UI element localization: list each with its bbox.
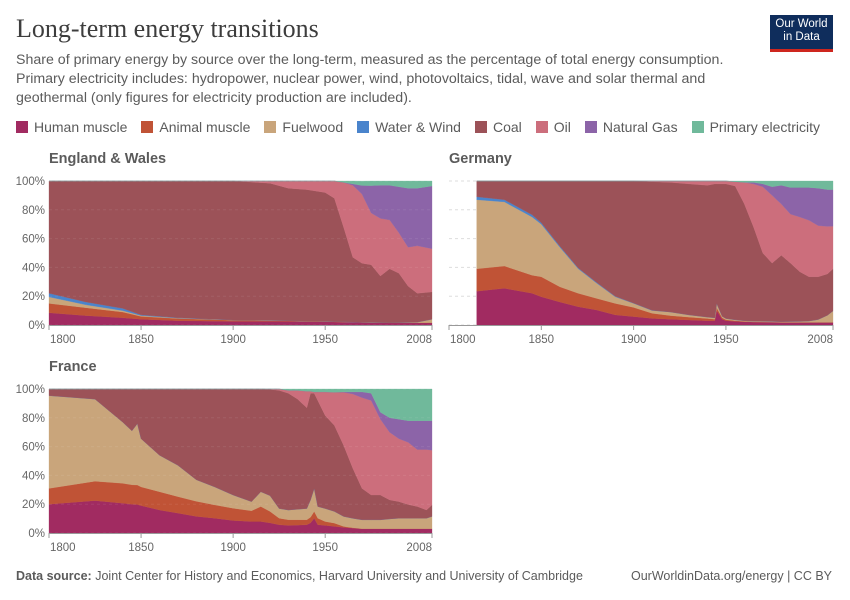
x-tick-label: 1850: [529, 334, 555, 346]
owid-logo[interactable]: Our World in Data: [770, 15, 833, 52]
y-tick-label: 40%: [22, 262, 45, 274]
legend-label: Fuelwood: [282, 119, 344, 135]
chart-title: Long-term energy transitions: [16, 14, 319, 43]
x-tick-label: 1800: [50, 334, 76, 346]
y-tick-label: 20%: [22, 291, 45, 303]
x-tick-label: 1950: [312, 334, 338, 346]
legend-item-oil[interactable]: Oil: [535, 119, 571, 135]
y-tick-label: 20%: [22, 499, 45, 511]
legend-swatch: [535, 121, 548, 133]
area-germany-primary-electricity: [476, 180, 834, 190]
legend-swatch: [474, 121, 487, 133]
legend-item-fuelwood[interactable]: Fuelwood: [264, 119, 343, 135]
panel-title-england-wales: England & Wales: [49, 151, 167, 167]
credit-link[interactable]: OurWorldinData.org/energy | CC BY: [630, 569, 832, 583]
y-tick-label: 0%: [28, 320, 45, 332]
x-tick-label: 1950: [312, 542, 338, 554]
x-tick-label: 1900: [220, 334, 246, 346]
legend-label: Human muscle: [34, 119, 128, 135]
x-tick-label: 2008: [406, 542, 432, 554]
x-tick-label: 1850: [128, 334, 154, 346]
legend-label: Primary electricity: [709, 119, 821, 135]
x-tick-label: 1800: [50, 542, 76, 554]
x-tick-label: 1950: [713, 334, 739, 346]
legend-swatch: [584, 121, 597, 133]
y-tick-label: 40%: [22, 470, 45, 482]
x-tick-label: 1900: [220, 542, 246, 554]
legend-item-primary-electricity[interactable]: Primary electricity: [691, 119, 821, 135]
legend-label: Coal: [492, 119, 522, 135]
legend: Human muscle Animal muscle Fuelwood Wate…: [16, 119, 834, 135]
y-tick-label: 60%: [22, 442, 45, 454]
legend-swatch: [141, 121, 154, 133]
source-label: Data source:: [16, 569, 92, 583]
chart-subtitle: Share of primary energy by source over t…: [16, 52, 724, 106]
legend-label: Water & Wind: [375, 119, 461, 135]
y-tick-label: 80%: [22, 205, 45, 217]
y-tick-label: 100%: [16, 176, 45, 188]
legend-label: Animal muscle: [159, 119, 251, 135]
panel-title-france: France: [49, 359, 97, 375]
legend-label: Oil: [553, 119, 571, 135]
legend-item-human-muscle[interactable]: Human muscle: [16, 119, 127, 135]
legend-item-animal-muscle[interactable]: Animal muscle: [141, 119, 250, 135]
source-text: Joint Center for History and Economics, …: [95, 569, 583, 583]
legend-item-water-wind[interactable]: Water & Wind: [357, 119, 461, 135]
legend-item-coal[interactable]: Coal: [474, 119, 522, 135]
x-tick-label: 2008: [406, 334, 432, 346]
legend-label: Natural Gas: [602, 119, 678, 135]
x-tick-label: 1900: [621, 334, 647, 346]
y-tick-label: 60%: [22, 234, 45, 246]
legend-swatch: [691, 121, 704, 133]
panel-title-germany: Germany: [449, 151, 512, 167]
x-tick-label: 1850: [128, 542, 154, 554]
x-tick-label: 2008: [807, 334, 833, 346]
area-england-wales-primary-electricity: [49, 180, 433, 189]
legend-item-natural-gas[interactable]: Natural Gas: [584, 119, 678, 135]
legend-swatch: [16, 121, 28, 133]
y-tick-label: 80%: [22, 413, 45, 425]
y-tick-label: 100%: [16, 384, 45, 396]
y-tick-label: 0%: [28, 528, 45, 540]
data-source: Data source: Joint Center for History an…: [16, 569, 583, 583]
legend-swatch: [357, 121, 370, 133]
legend-swatch: [264, 121, 277, 133]
x-tick-label: 1800: [450, 334, 476, 346]
area-france-primary-electricity: [49, 388, 433, 421]
